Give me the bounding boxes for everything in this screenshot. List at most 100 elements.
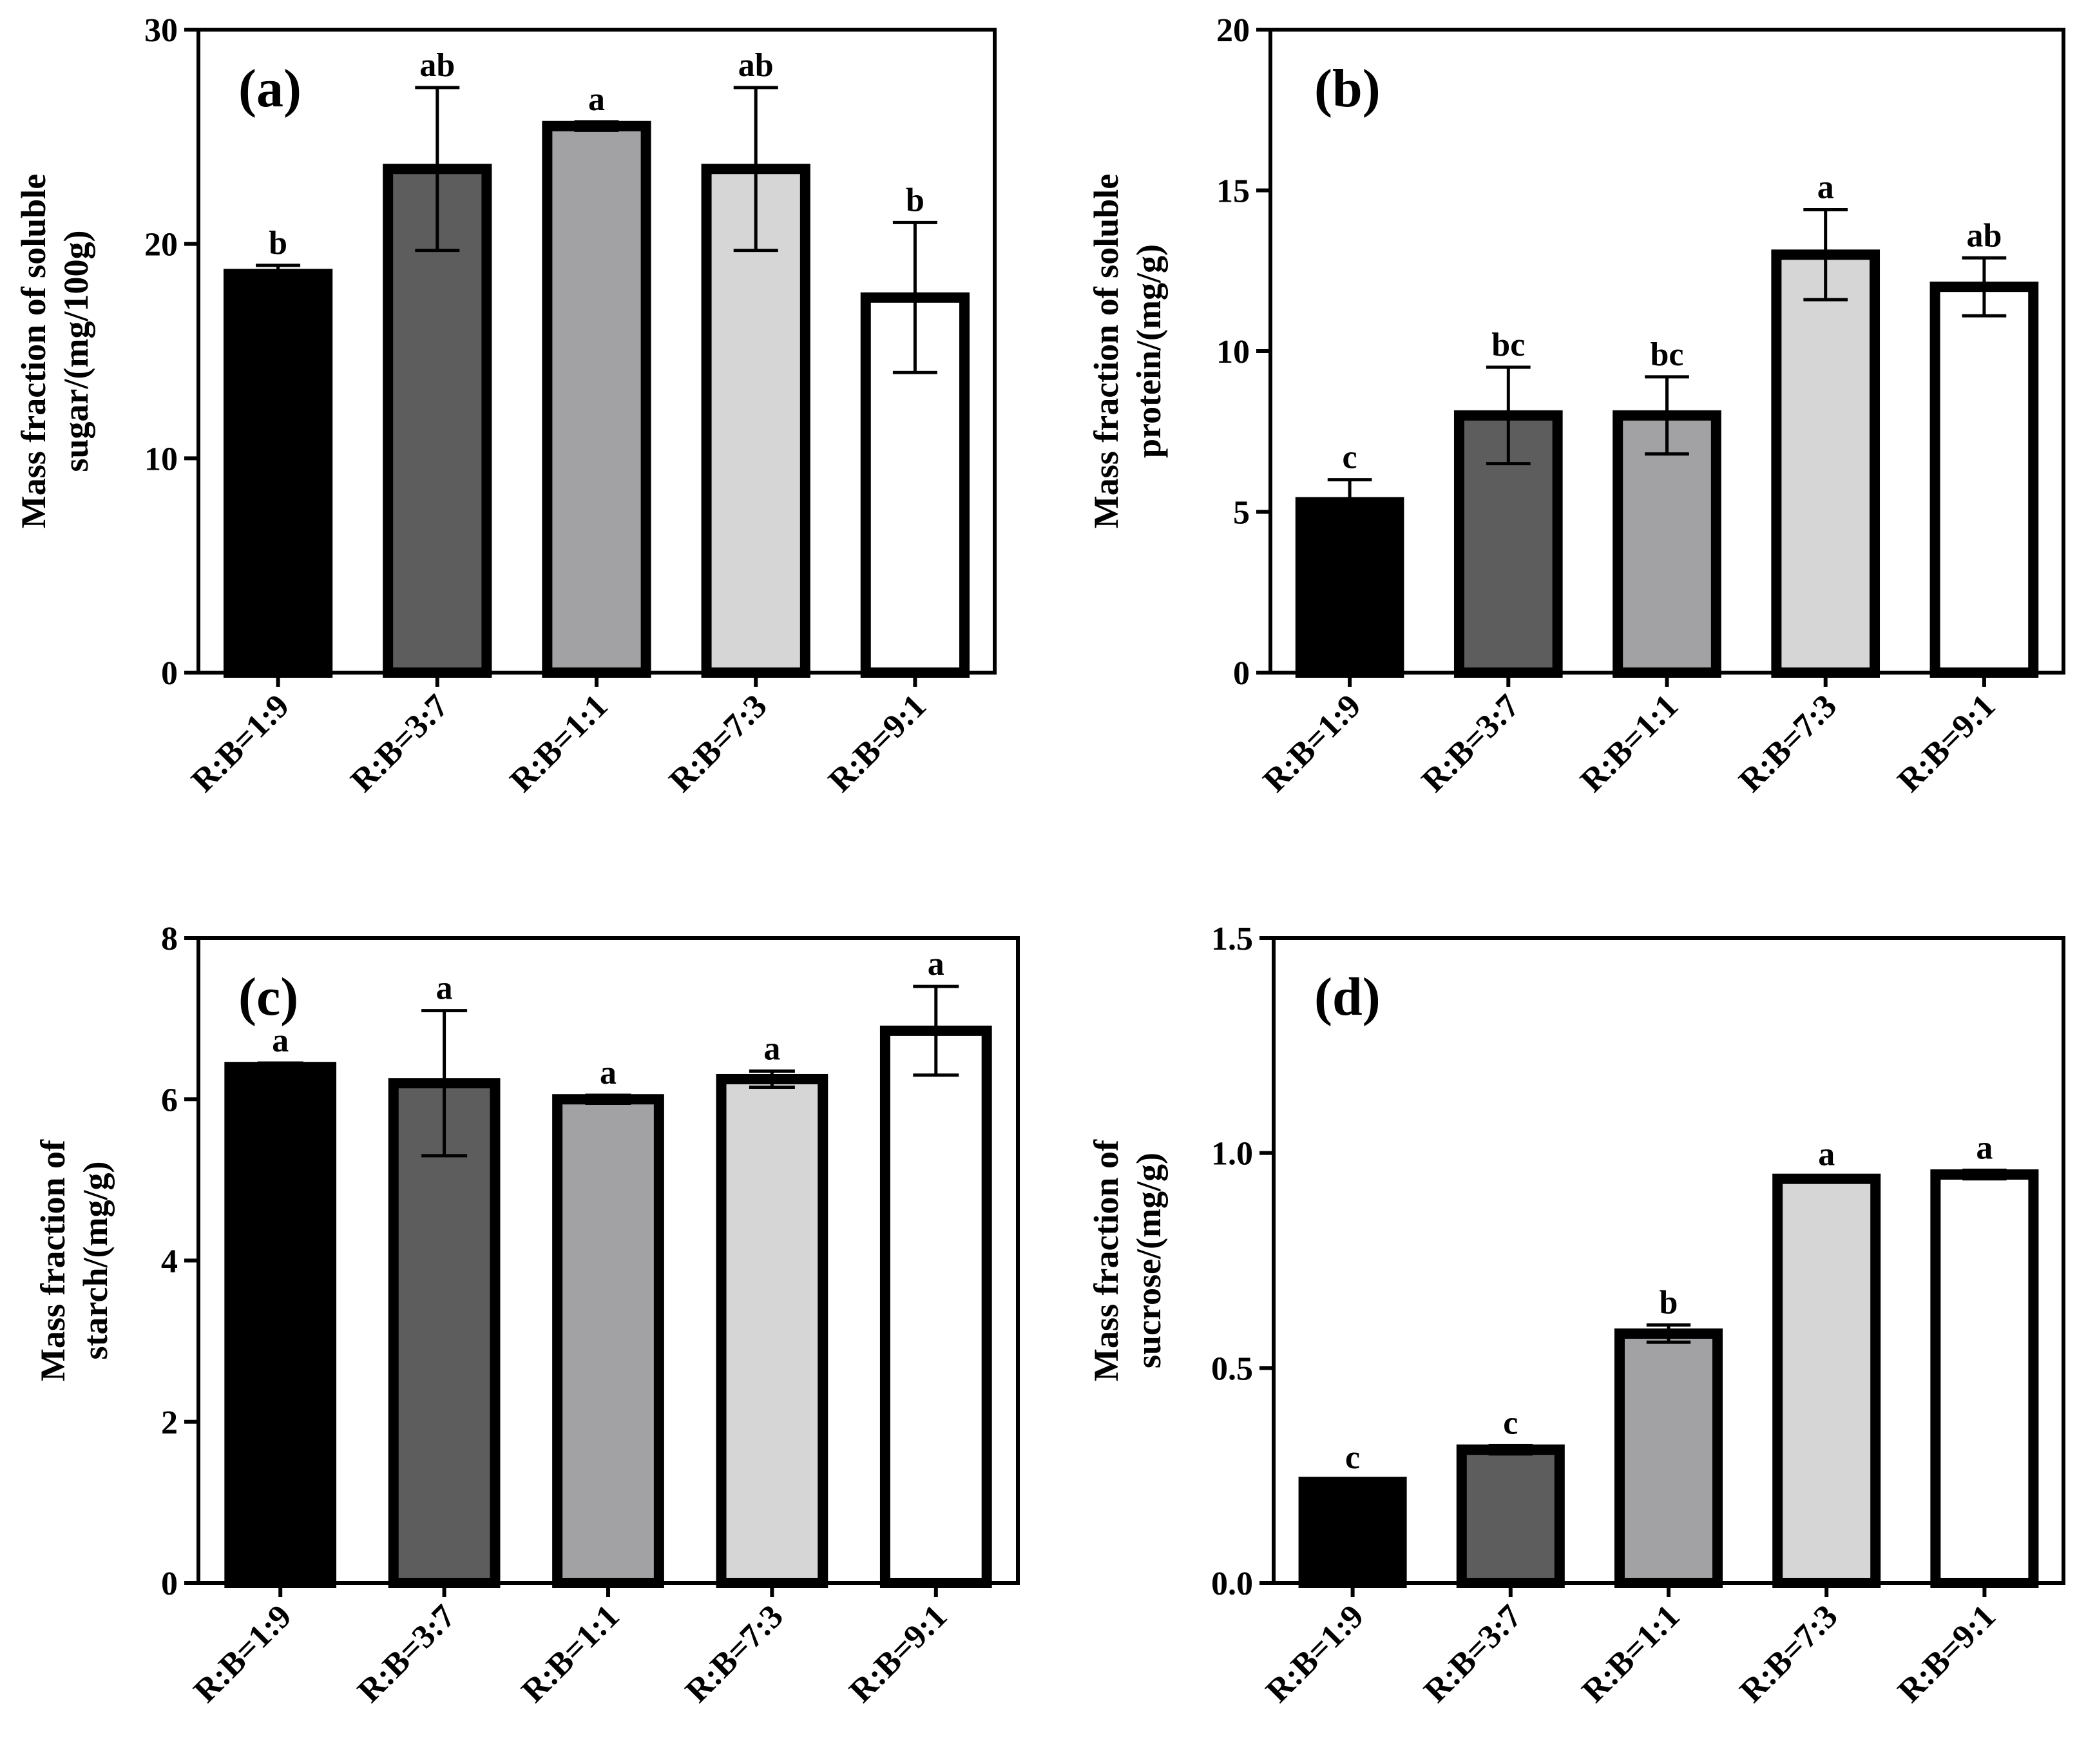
error-bar (1803, 207, 1848, 302)
category-label: R:B=7:3 (678, 1598, 790, 1710)
category-label: R:B=7:3 (662, 687, 774, 800)
error-bar (1330, 1478, 1375, 1486)
category-label: R:B=1:1 (1573, 687, 1685, 800)
error-bar (1804, 1174, 1849, 1183)
significance-label: ab (419, 47, 455, 84)
bar (1772, 1173, 1881, 1588)
plot-frame (1272, 936, 2065, 1585)
panel-label: (d) (1314, 967, 1381, 1027)
error-bar (913, 984, 959, 1077)
y-tick-label: 4 (161, 1243, 178, 1280)
y-axis-label: Mass fraction of starch/(mg/g) (34, 1139, 115, 1381)
significance-label: a (1817, 169, 1834, 206)
y-tick-label: 0 (161, 1566, 178, 1602)
bar (1930, 1169, 2039, 1588)
error-bar (1488, 1443, 1533, 1456)
significance-label: bc (1491, 327, 1525, 363)
bar (388, 1078, 501, 1588)
plot-frame (196, 28, 997, 675)
bar (552, 1094, 664, 1588)
category-label: R:B=1:9 (187, 1598, 299, 1710)
category-label: R:B=1:1 (515, 1598, 627, 1710)
y-tick-label: 15 (1216, 173, 1250, 210)
significance-label: a (436, 970, 453, 1007)
bar (224, 1062, 337, 1588)
bar (1456, 1444, 1565, 1589)
y-tick-label: 20 (144, 227, 178, 264)
error-bar (749, 1069, 795, 1089)
y-tick-label: 2 (161, 1404, 178, 1441)
error-bar (1327, 478, 1372, 526)
error-bar (585, 1093, 631, 1106)
y-axis-label: Mass fraction of soluble sugar/(mg/100g) (14, 174, 95, 528)
category-label: R:B=3:7 (1417, 1598, 1529, 1710)
y-tick-label: 20 (1216, 12, 1250, 49)
significance-label: c (1503, 1404, 1518, 1441)
bar (1929, 282, 2039, 678)
error-bar (256, 264, 301, 285)
error-bar (1645, 375, 1689, 456)
y-tick-label: 30 (144, 12, 178, 49)
error-bar (733, 86, 778, 253)
panel-label: (b) (1314, 59, 1381, 119)
y-tick-label: 0 (161, 655, 178, 692)
y-tick-label: 10 (144, 441, 178, 477)
y-tick-label: 0 (1233, 655, 1250, 692)
category-label: R:B=1:9 (1256, 687, 1368, 800)
category-label: R:B=3:7 (344, 687, 456, 800)
bar (1613, 410, 1721, 678)
panel-label: (c) (238, 967, 298, 1027)
bar (1295, 497, 1404, 678)
y-tick-label: 1.0 (1211, 1136, 1253, 1173)
significance-label: b (269, 225, 287, 262)
chart-panel-2: a R:B=1:9 a R:B=3:7 a R:B=1:1 a R:B=7:3 a R:B=9:1… (34, 921, 1020, 1710)
significance-label: c (1345, 1439, 1360, 1476)
error-bar (574, 120, 619, 132)
category-label: R:B=9:1 (821, 687, 933, 800)
y-axis-label: Mass fraction of sucrose/(mg/g) (1087, 1139, 1168, 1381)
bar (223, 269, 333, 678)
y-tick-label: 8 (161, 921, 178, 957)
bar (1771, 249, 1881, 678)
category-label: R:B=7:3 (1732, 687, 1844, 800)
error-bar (1962, 256, 2007, 318)
chart-panel-1: c R:B=1:9 bc R:B=3:7 bc R:B=1:1 a R:B=7:3 ab R:B=… (1087, 12, 2065, 800)
error-bar (421, 1009, 468, 1158)
category-label: R:B=9:1 (843, 1598, 955, 1710)
category-label: R:B=1:1 (1575, 1598, 1687, 1710)
category-label: R:B=9:1 (1891, 1598, 2003, 1710)
y-tick-label: 6 (161, 1082, 178, 1118)
category-label: R:B=1:9 (1259, 1598, 1371, 1710)
significance-label: ab (1966, 217, 2002, 254)
significance-label: ab (738, 47, 774, 84)
category-label: R:B=7:3 (1733, 1598, 1845, 1710)
y-tick-label: 10 (1216, 334, 1250, 370)
y-tick-label: 0.5 (1211, 1350, 1253, 1387)
significance-label: b (906, 182, 924, 218)
significance-label: a (1818, 1136, 1835, 1173)
significance-label: a (1976, 1129, 1993, 1166)
category-label: R:B=1:9 (184, 687, 296, 800)
y-axis-label: Mass fraction of soluble protein/(mg/g) (1087, 174, 1168, 528)
chart-panel-3: c R:B=1:9 c R:B=3:7 b R:B=1:1 a R:B=7:3 a R:B=9:1… (1087, 921, 2065, 1710)
category-label: R:B=3:7 (1415, 687, 1527, 800)
y-tick-label: 1.5 (1211, 921, 1253, 957)
bar (1614, 1328, 1723, 1589)
bar (383, 164, 492, 678)
bar (879, 1025, 992, 1589)
bar (1298, 1477, 1407, 1589)
error-bar (1486, 365, 1531, 466)
significance-label: a (763, 1030, 780, 1067)
category-label: R:B=9:1 (1891, 687, 2003, 800)
error-bar (892, 220, 937, 374)
significance-label: a (272, 1022, 289, 1059)
significance-label: b (1660, 1285, 1678, 1321)
category-label: R:B=1:1 (503, 687, 615, 800)
y-tick-label: 0.0 (1211, 1566, 1253, 1602)
bar (542, 120, 651, 678)
chart-panel-0: b R:B=1:9 ab R:B=3:7 a R:B=1:1 ab R:B=7:3 b R:B=9… (14, 12, 997, 800)
error-bar (1646, 1323, 1691, 1344)
error-bar (415, 86, 460, 253)
error-bar (257, 1061, 303, 1073)
